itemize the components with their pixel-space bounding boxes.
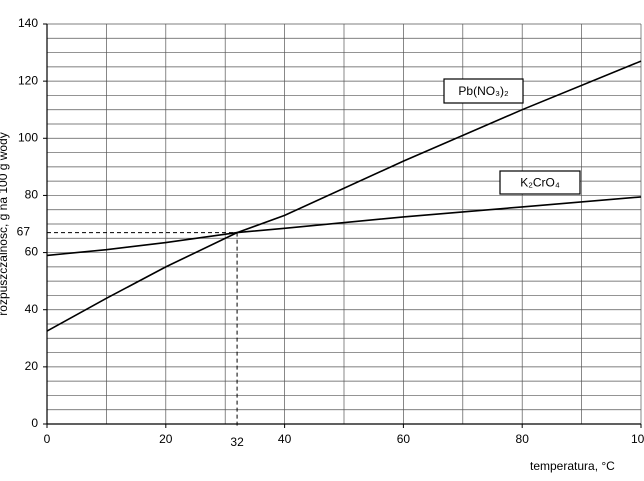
y-axis-label: rozpuszczalność, g na 100 g wody	[0, 132, 10, 315]
series-label: Pb(NO₃)₂	[458, 84, 509, 98]
annotation-label: 32	[230, 435, 244, 449]
annotation-label: 67	[17, 225, 31, 239]
y-tick-label: 0	[31, 416, 38, 430]
x-tick-label: 100	[631, 432, 644, 446]
x-tick-label: 0	[44, 432, 51, 446]
x-tick-label: 40	[278, 432, 292, 446]
y-tick-label: 40	[25, 302, 39, 316]
y-tick-label: 140	[18, 16, 38, 30]
series-label: K₂CrO₄	[520, 176, 560, 190]
y-tick-label: 20	[25, 359, 39, 373]
series-label-box	[499, 170, 581, 195]
series-label-box	[443, 78, 524, 104]
x-axis-label: temperatura, °C	[530, 459, 615, 473]
series-line	[46, 196, 642, 257]
x-tick-label: 20	[159, 432, 173, 446]
y-tick-label: 120	[18, 73, 38, 87]
y-tick-label: 100	[18, 130, 38, 144]
x-tick-label: 60	[397, 432, 411, 446]
y-tick-label: 60	[25, 245, 39, 259]
x-tick-label: 80	[516, 432, 530, 446]
series-line	[46, 60, 642, 332]
y-tick-label: 80	[25, 188, 39, 202]
